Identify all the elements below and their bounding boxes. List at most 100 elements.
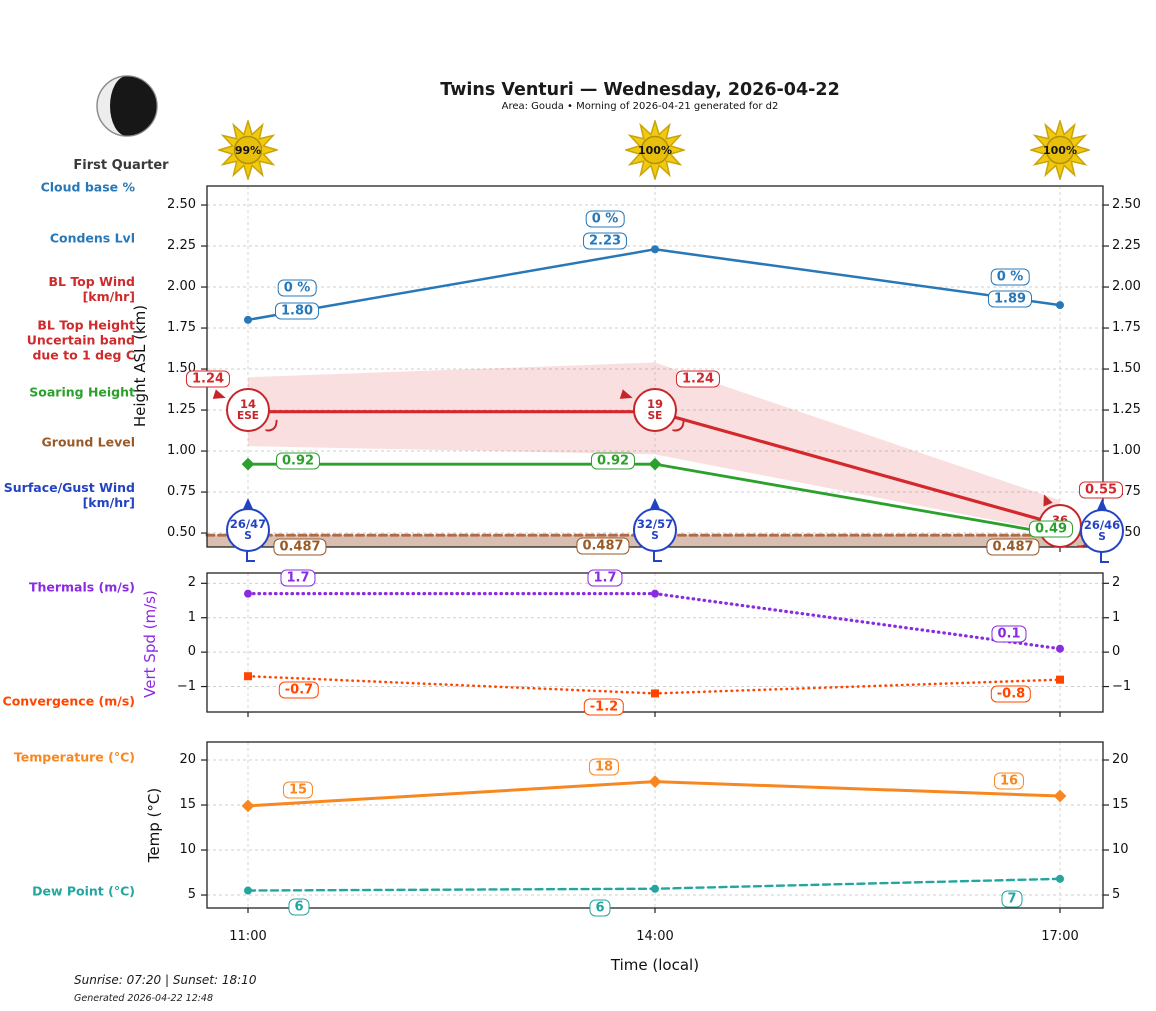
y-tick-label: 10 bbox=[1112, 842, 1129, 858]
label-dew-point: Dew Point (°C) bbox=[32, 883, 135, 899]
sun-icon: 99% bbox=[218, 120, 278, 180]
data-label: 0.92 bbox=[590, 452, 636, 470]
y-tick-label: −1 bbox=[176, 678, 196, 694]
wind-barb-surface: 26/47 S bbox=[226, 498, 270, 562]
y-tick-label: 2.50 bbox=[1112, 197, 1141, 213]
data-label: 0.487 bbox=[576, 537, 630, 555]
wind-barb-bl-top-side: 14 ESE bbox=[212, 388, 278, 433]
series-thermals-m-s- bbox=[246, 592, 1062, 651]
wind-barb-tail bbox=[246, 551, 256, 562]
y-tick-label: 5 bbox=[187, 887, 196, 903]
marker-circle bbox=[244, 315, 252, 324]
wind-arrow-icon bbox=[1097, 499, 1107, 510]
data-label: 1.24 bbox=[675, 370, 721, 388]
x-axis-label: Time (local) bbox=[610, 956, 700, 974]
wind-barb-bl-top-side: 19 SE bbox=[619, 388, 685, 433]
sun-rays bbox=[625, 120, 685, 180]
moon-phase-icon bbox=[95, 74, 159, 138]
sun-rays bbox=[1030, 120, 1090, 180]
y-tick-label: 1.00 bbox=[1112, 443, 1141, 459]
marker-circle bbox=[1056, 874, 1064, 883]
generated-note: Generated 2026-04-22 12:48 bbox=[74, 993, 214, 1004]
data-label: 0 % bbox=[277, 279, 317, 297]
wind-barb-tail bbox=[653, 551, 663, 562]
data-label: 1.80 bbox=[274, 302, 320, 320]
y-tick-label: 2 bbox=[1112, 575, 1121, 591]
data-label: 0.1 bbox=[991, 625, 1027, 643]
data-label: 6 bbox=[288, 898, 310, 916]
chart-panel-2 bbox=[206, 741, 1104, 909]
y-tick-label: 0 bbox=[187, 644, 196, 660]
y-tick-label: 1.50 bbox=[1112, 361, 1141, 377]
wind-speed: 14 bbox=[239, 397, 256, 412]
label-temperature: Temperature (°C) bbox=[13, 749, 135, 765]
x-tick-17: 17:00 bbox=[1041, 929, 1079, 944]
y-tick-label: 1.75 bbox=[1112, 320, 1141, 336]
y-tick-label: 1.00 bbox=[167, 443, 196, 459]
sun-percent-label: 100% bbox=[1043, 143, 1077, 157]
data-label: 0.55 bbox=[1078, 481, 1124, 499]
data-label: 1.89 bbox=[987, 290, 1033, 308]
wind-direction: S bbox=[651, 529, 659, 542]
marker-circle bbox=[244, 886, 252, 895]
marker-square bbox=[244, 672, 252, 681]
wind-arrow-icon bbox=[650, 498, 660, 509]
sun-percent-label: 99% bbox=[234, 143, 262, 157]
marker-diamond bbox=[1053, 789, 1067, 803]
marker-diamond bbox=[648, 457, 662, 471]
data-label: 2.23 bbox=[582, 232, 628, 250]
y-tick-label: 10 bbox=[179, 842, 196, 858]
wind-arrow-icon bbox=[243, 498, 253, 509]
label-ground-level: Ground Level bbox=[41, 434, 135, 450]
y-tick-label: 20 bbox=[179, 752, 196, 767]
data-label: 18 bbox=[588, 758, 620, 776]
wind-barb-tail bbox=[1100, 552, 1110, 563]
y-tick-label: 5 bbox=[1112, 887, 1121, 903]
marker-diamond bbox=[241, 457, 255, 471]
data-label: 0.487 bbox=[986, 538, 1040, 556]
marker-circle bbox=[651, 589, 659, 598]
data-label: 16 bbox=[993, 772, 1025, 790]
wind-barb-surface: 32/57 S bbox=[633, 498, 677, 562]
marker-square bbox=[1056, 675, 1064, 684]
y-tick-label: 1 bbox=[187, 609, 196, 625]
wind-barb-surface: 26/46 S bbox=[1080, 499, 1124, 563]
wind-direction: ESE bbox=[237, 409, 259, 422]
wind-speed: 26/47 bbox=[229, 517, 267, 532]
data-label: 0.49 bbox=[1028, 520, 1074, 538]
marker-circle bbox=[244, 589, 252, 598]
y-tick-label: 15 bbox=[1112, 797, 1129, 812]
y-tick-label: 1.25 bbox=[167, 402, 196, 418]
data-label: -0.7 bbox=[278, 681, 320, 699]
label-bl-top-wind: BL Top Wind [km/hr] bbox=[48, 274, 135, 304]
label-condens-lvl: Condens Lvl bbox=[49, 230, 135, 246]
y-tick-label: 0 bbox=[1112, 644, 1121, 660]
y-tick-label: 2.50 bbox=[167, 197, 196, 213]
sun-percent-label: 100% bbox=[638, 143, 672, 157]
data-label: 7 bbox=[1001, 890, 1023, 908]
y-tick-label: 2 bbox=[187, 575, 196, 591]
label-thermals: Thermals (m/s) bbox=[28, 579, 135, 595]
data-label: 0 % bbox=[585, 210, 625, 228]
chart-panel-1 bbox=[206, 572, 1104, 713]
data-label: 1.7 bbox=[280, 569, 316, 587]
y-tick-label: 2.00 bbox=[1112, 279, 1141, 295]
wind-direction: SE bbox=[647, 409, 663, 422]
data-label: 6 bbox=[589, 899, 611, 917]
wind-direction: S bbox=[244, 529, 252, 542]
y-tick-label: 0.50 bbox=[167, 525, 196, 541]
y-tick-label: 15 bbox=[179, 797, 196, 812]
sun-icon: 100% bbox=[1030, 120, 1090, 180]
marker-circle bbox=[651, 245, 659, 254]
y-tick-label: 1.75 bbox=[167, 320, 196, 336]
label-surface-gust-wind: Surface/Gust Wind [km/hr] bbox=[3, 480, 135, 510]
marker-diamond bbox=[648, 775, 662, 788]
data-label: 1.24 bbox=[185, 370, 231, 388]
x-tick-14: 14:00 bbox=[636, 929, 674, 944]
sun-icon: 100% bbox=[625, 120, 685, 180]
y-tick-label: 2.25 bbox=[167, 238, 196, 254]
marker-circle bbox=[651, 884, 659, 893]
wind-direction: S bbox=[1098, 530, 1106, 543]
bl-top-uncertainty-band bbox=[248, 362, 1060, 534]
